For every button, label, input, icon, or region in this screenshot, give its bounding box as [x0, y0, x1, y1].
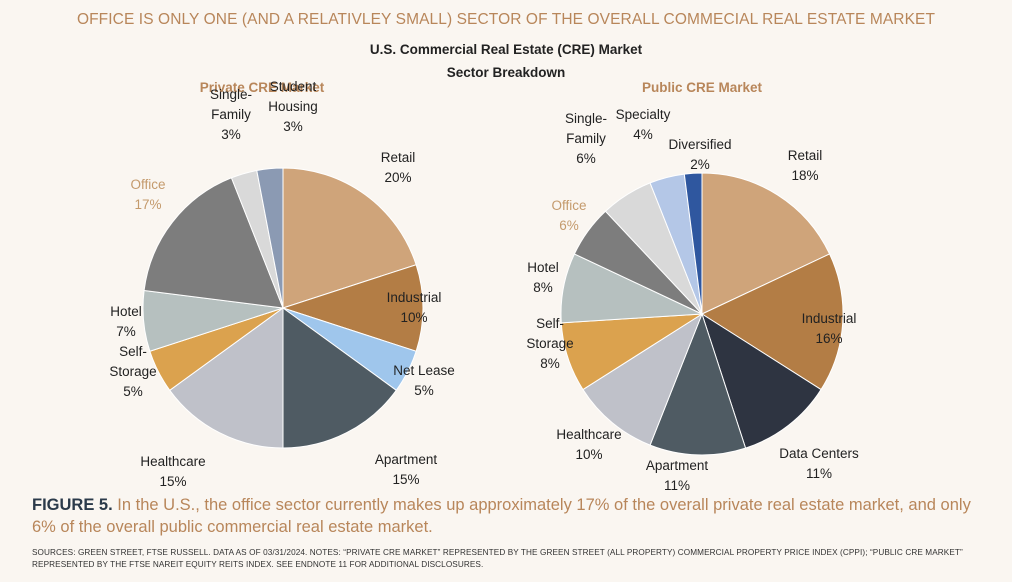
public-label-data-centers: Data Centers: [779, 446, 859, 461]
private-pie-title: Private CRE Market: [199, 80, 325, 95]
public-label-self-storage: Self-: [536, 316, 564, 331]
public-pie-title: Public CRE Market: [641, 80, 763, 95]
private-slice-industrial: [281, 264, 424, 352]
private-label-self-storage: Self-: [119, 344, 147, 359]
public-value-healthcare: 10%: [575, 447, 602, 462]
private-label-student-housing: Student: [270, 79, 317, 94]
public-slice-industrial: [700, 253, 844, 391]
private-label-self-storage-line2: Storage: [109, 364, 156, 379]
public-value-data-centers: 11%: [806, 466, 832, 481]
private-value-student-housing: 3%: [283, 119, 303, 134]
figure-caption: FIGURE 5. In the U.S., the office sector…: [32, 494, 992, 538]
public-value-single-family: 6%: [576, 151, 596, 166]
public-label-industrial: Industrial: [802, 311, 857, 326]
private-label-student-housing-line2: Housing: [268, 99, 318, 114]
figure-label: FIGURE 5.: [32, 496, 113, 514]
public-label-apartment: Apartment: [646, 458, 709, 473]
public-label-diversified: Diversified: [668, 137, 731, 152]
public-value-hotel: 8%: [533, 280, 553, 295]
private-slice-retail: [282, 167, 417, 309]
public-label-self-storage-line2: Storage: [526, 336, 573, 351]
private-value-office: 17%: [134, 197, 161, 212]
private-label-office: Office: [130, 177, 165, 192]
public-value-apartment: 11%: [664, 478, 690, 490]
private-slice-apartment: [282, 307, 397, 449]
figure-caption-text: In the U.S., the office sector currently…: [32, 496, 971, 536]
public-value-industrial: 16%: [815, 331, 842, 346]
private-pie: Retail 20% Industrial 10% Net Lease 5% Apartme…: [109, 79, 454, 489]
private-label-single-family: Single-: [210, 87, 252, 102]
pie-charts: Retail 20% Industrial 10% Net Lease 5% Apartme…: [109, 79, 859, 490]
private-value-retail: 20%: [384, 170, 411, 185]
public-label-single-family: Single-: [565, 111, 607, 126]
private-label-industrial: Industrial: [387, 290, 442, 305]
private-slice-office: [143, 177, 284, 309]
public-value-retail: 18%: [791, 168, 818, 183]
public-label-office: Office: [551, 198, 586, 213]
private-label-healthcare: Healthcare: [140, 454, 205, 469]
public-value-office: 6%: [559, 218, 579, 233]
public-label-healthcare: Healthcare: [556, 427, 621, 442]
public-value-self-storage: 8%: [540, 356, 560, 371]
public-slice-healthcare: [582, 312, 704, 446]
private-value-hotel: 7%: [116, 324, 136, 339]
chart-title: U.S. Commercial Real Estate (CRE) Market: [369, 42, 643, 57]
chart-subtitle: Sector Breakdown: [446, 65, 566, 80]
sources-note: SOURCES: GREEN STREET, FTSE RUSSELL. DAT…: [32, 548, 963, 569]
private-slice-student-housing: [256, 167, 284, 309]
private-value-self-storage: 5%: [123, 384, 143, 399]
private-value-net-lease: 5%: [414, 383, 434, 398]
private-value-apartment: 15%: [392, 472, 419, 487]
public-label-hotel: Hotel: [527, 260, 559, 275]
private-value-healthcare: 15%: [159, 474, 186, 489]
public-label-retail: Retail: [788, 148, 823, 163]
public-pie: Retail 18% Industrial 16% Data Centers 11% Apa…: [526, 107, 859, 490]
public-label-specialty: Specialty: [616, 107, 671, 122]
public-slice-diversified: [683, 172, 703, 315]
private-value-industrial: 10%: [400, 310, 427, 325]
private-value-single-family: 3%: [221, 127, 241, 142]
private-label-hotel: Hotel: [110, 304, 142, 319]
public-label-single-family-line2: Family: [566, 131, 606, 146]
private-label-single-family-line2: Family: [211, 107, 251, 122]
public-slice-apartment: [649, 312, 747, 456]
private-label-net-lease: Net Lease: [393, 363, 455, 378]
private-label-retail: Retail: [381, 150, 416, 165]
public-value-diversified: 2%: [690, 157, 710, 172]
public-slice-data-centers: [701, 312, 822, 449]
private-label-apartment: Apartment: [375, 452, 438, 467]
private-slice-healthcare: [169, 307, 284, 449]
headline: OFFICE IS ONLY ONE (AND A RELATIVLEY SMA…: [76, 11, 936, 28]
public-slice-retail: [701, 172, 831, 315]
public-value-specialty: 4%: [633, 127, 653, 142]
